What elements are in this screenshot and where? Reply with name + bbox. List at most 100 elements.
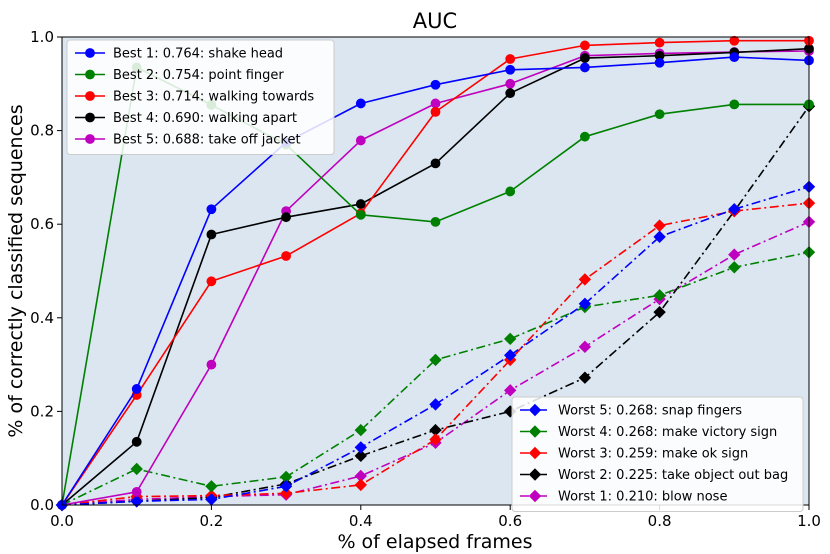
- legend-marker: [528, 468, 542, 481]
- y-axis: 0.0 0.2 0.4 0.6 0.8 1.0: [30, 28, 62, 514]
- legend-entry: Best 4: 0.690: walking apart: [75, 111, 297, 126]
- y-tick-label: 0.4: [30, 309, 54, 327]
- legend-entry: Best 2: 0.754: point finger: [75, 68, 284, 83]
- x-tick-label: 0.8: [648, 512, 672, 530]
- legend-marker: [85, 134, 95, 144]
- data-point: [429, 398, 442, 411]
- x-tick-label: 0.2: [199, 512, 223, 530]
- x-axis: 0.0 0.2 0.4 0.6 0.8 1.0: [50, 505, 821, 530]
- legend-label: Best 4: 0.690: walking apart: [113, 111, 297, 126]
- legend-label: Worst 5: 0.268: snap fingers: [558, 404, 742, 419]
- data-point: [729, 52, 740, 63]
- legend-marker: [85, 112, 95, 123]
- legend-frame: [66, 39, 335, 155]
- series-line: [61, 186, 810, 506]
- data-point: [505, 186, 516, 197]
- legend-entry: Worst 5: 0.268: snap fingers: [520, 404, 742, 419]
- legend-label: Worst 3: 0.259: make ok sign: [558, 447, 748, 462]
- data-point: [205, 480, 218, 493]
- data-point: [580, 131, 590, 142]
- data-point: [505, 78, 516, 89]
- series-1: [57, 52, 814, 510]
- data-point: [354, 478, 367, 492]
- x-axis-title: % of elapsed frames: [337, 531, 532, 553]
- series-line: [61, 251, 810, 506]
- legend-marker: [528, 425, 542, 438]
- data-point: [430, 106, 441, 117]
- legend-marker: [85, 69, 95, 80]
- data-point: [580, 40, 590, 51]
- data-point: [578, 273, 592, 286]
- y-tick-label: 0.2: [30, 402, 54, 420]
- data-point: [729, 99, 740, 110]
- series-4: [57, 43, 814, 510]
- legend-entry: Best 5: 0.688: take off jacket: [75, 133, 301, 148]
- series-line: [61, 202, 810, 506]
- legend-entry: Worst 2: 0.225: take object out bag: [520, 468, 788, 483]
- data-point: [429, 433, 442, 446]
- data-point: [654, 109, 665, 120]
- data-point: [654, 57, 665, 68]
- legend-label: Worst 2: 0.225: take object out bag: [558, 468, 788, 483]
- y-axis-title: % of correctly classified sequences: [5, 104, 27, 437]
- x-tick-label: 0.0: [50, 512, 74, 530]
- legend-worst: Worst 5: 0.268: snap fingers Worst 4: 0.2…: [511, 396, 804, 512]
- data-point: [354, 423, 367, 437]
- legend-entry: Best 1: 0.764: shake head: [75, 47, 283, 62]
- data-point: [430, 216, 441, 227]
- data-point: [354, 449, 367, 463]
- data-point: [355, 135, 366, 146]
- data-point: [653, 305, 666, 319]
- data-point: [206, 276, 217, 287]
- data-point: [354, 441, 367, 454]
- data-point: [505, 64, 516, 75]
- legend-label: Best 2: 0.754: point finger: [113, 68, 284, 83]
- chart-title: AUC: [413, 9, 457, 33]
- data-point: [279, 480, 293, 493]
- legend-entry: Worst 1: 0.210: blow nose: [520, 490, 727, 505]
- data-point: [728, 261, 741, 274]
- x-tick-label: 1.0: [797, 512, 821, 530]
- legend-best: Best 1: 0.764: shake head Best 2: 0.754: …: [66, 39, 335, 155]
- data-point: [504, 332, 517, 346]
- data-point: [281, 251, 292, 261]
- data-point: [505, 54, 516, 64]
- data-point: [504, 384, 517, 397]
- x-tick-label: 0.4: [349, 512, 373, 530]
- y-tick-label: 0.6: [30, 215, 54, 233]
- data-point: [429, 353, 442, 367]
- series-7: [55, 246, 816, 512]
- legend-marker: [528, 403, 542, 417]
- x-tick-label: 0.6: [498, 512, 522, 530]
- data-point: [131, 384, 142, 394]
- data-point: [578, 297, 592, 310]
- series-layer: [55, 35, 816, 512]
- series-6: [55, 180, 816, 512]
- data-point: [130, 462, 143, 476]
- y-tick-label: 0.0: [30, 496, 54, 514]
- data-point: [131, 486, 142, 497]
- data-point: [728, 203, 741, 216]
- data-point: [504, 349, 517, 362]
- legend-label: Best 3: 0.714: walking towards: [113, 90, 314, 105]
- data-point: [505, 88, 516, 99]
- data-point: [281, 212, 292, 223]
- legend-marker: [528, 489, 542, 503]
- data-point: [279, 487, 293, 500]
- y-tick-label: 1.0: [30, 28, 54, 46]
- legend-label: Worst 4: 0.268: make victory sign: [558, 425, 777, 440]
- data-point: [206, 359, 217, 370]
- data-point: [430, 98, 441, 109]
- legend-label: Worst 1: 0.210: blow nose: [558, 490, 727, 505]
- data-point: [131, 436, 142, 447]
- data-point: [580, 62, 590, 73]
- legend-entry: Best 3: 0.714: walking towards: [75, 90, 314, 105]
- y-tick-label: 0.8: [30, 122, 54, 140]
- legend-entry: Worst 4: 0.268: make victory sign: [520, 425, 777, 440]
- legend-marker: [528, 446, 542, 460]
- data-point: [578, 371, 592, 384]
- data-point: [206, 204, 217, 215]
- legend-label: Best 5: 0.688: take off jacket: [113, 133, 301, 148]
- data-point: [355, 98, 366, 109]
